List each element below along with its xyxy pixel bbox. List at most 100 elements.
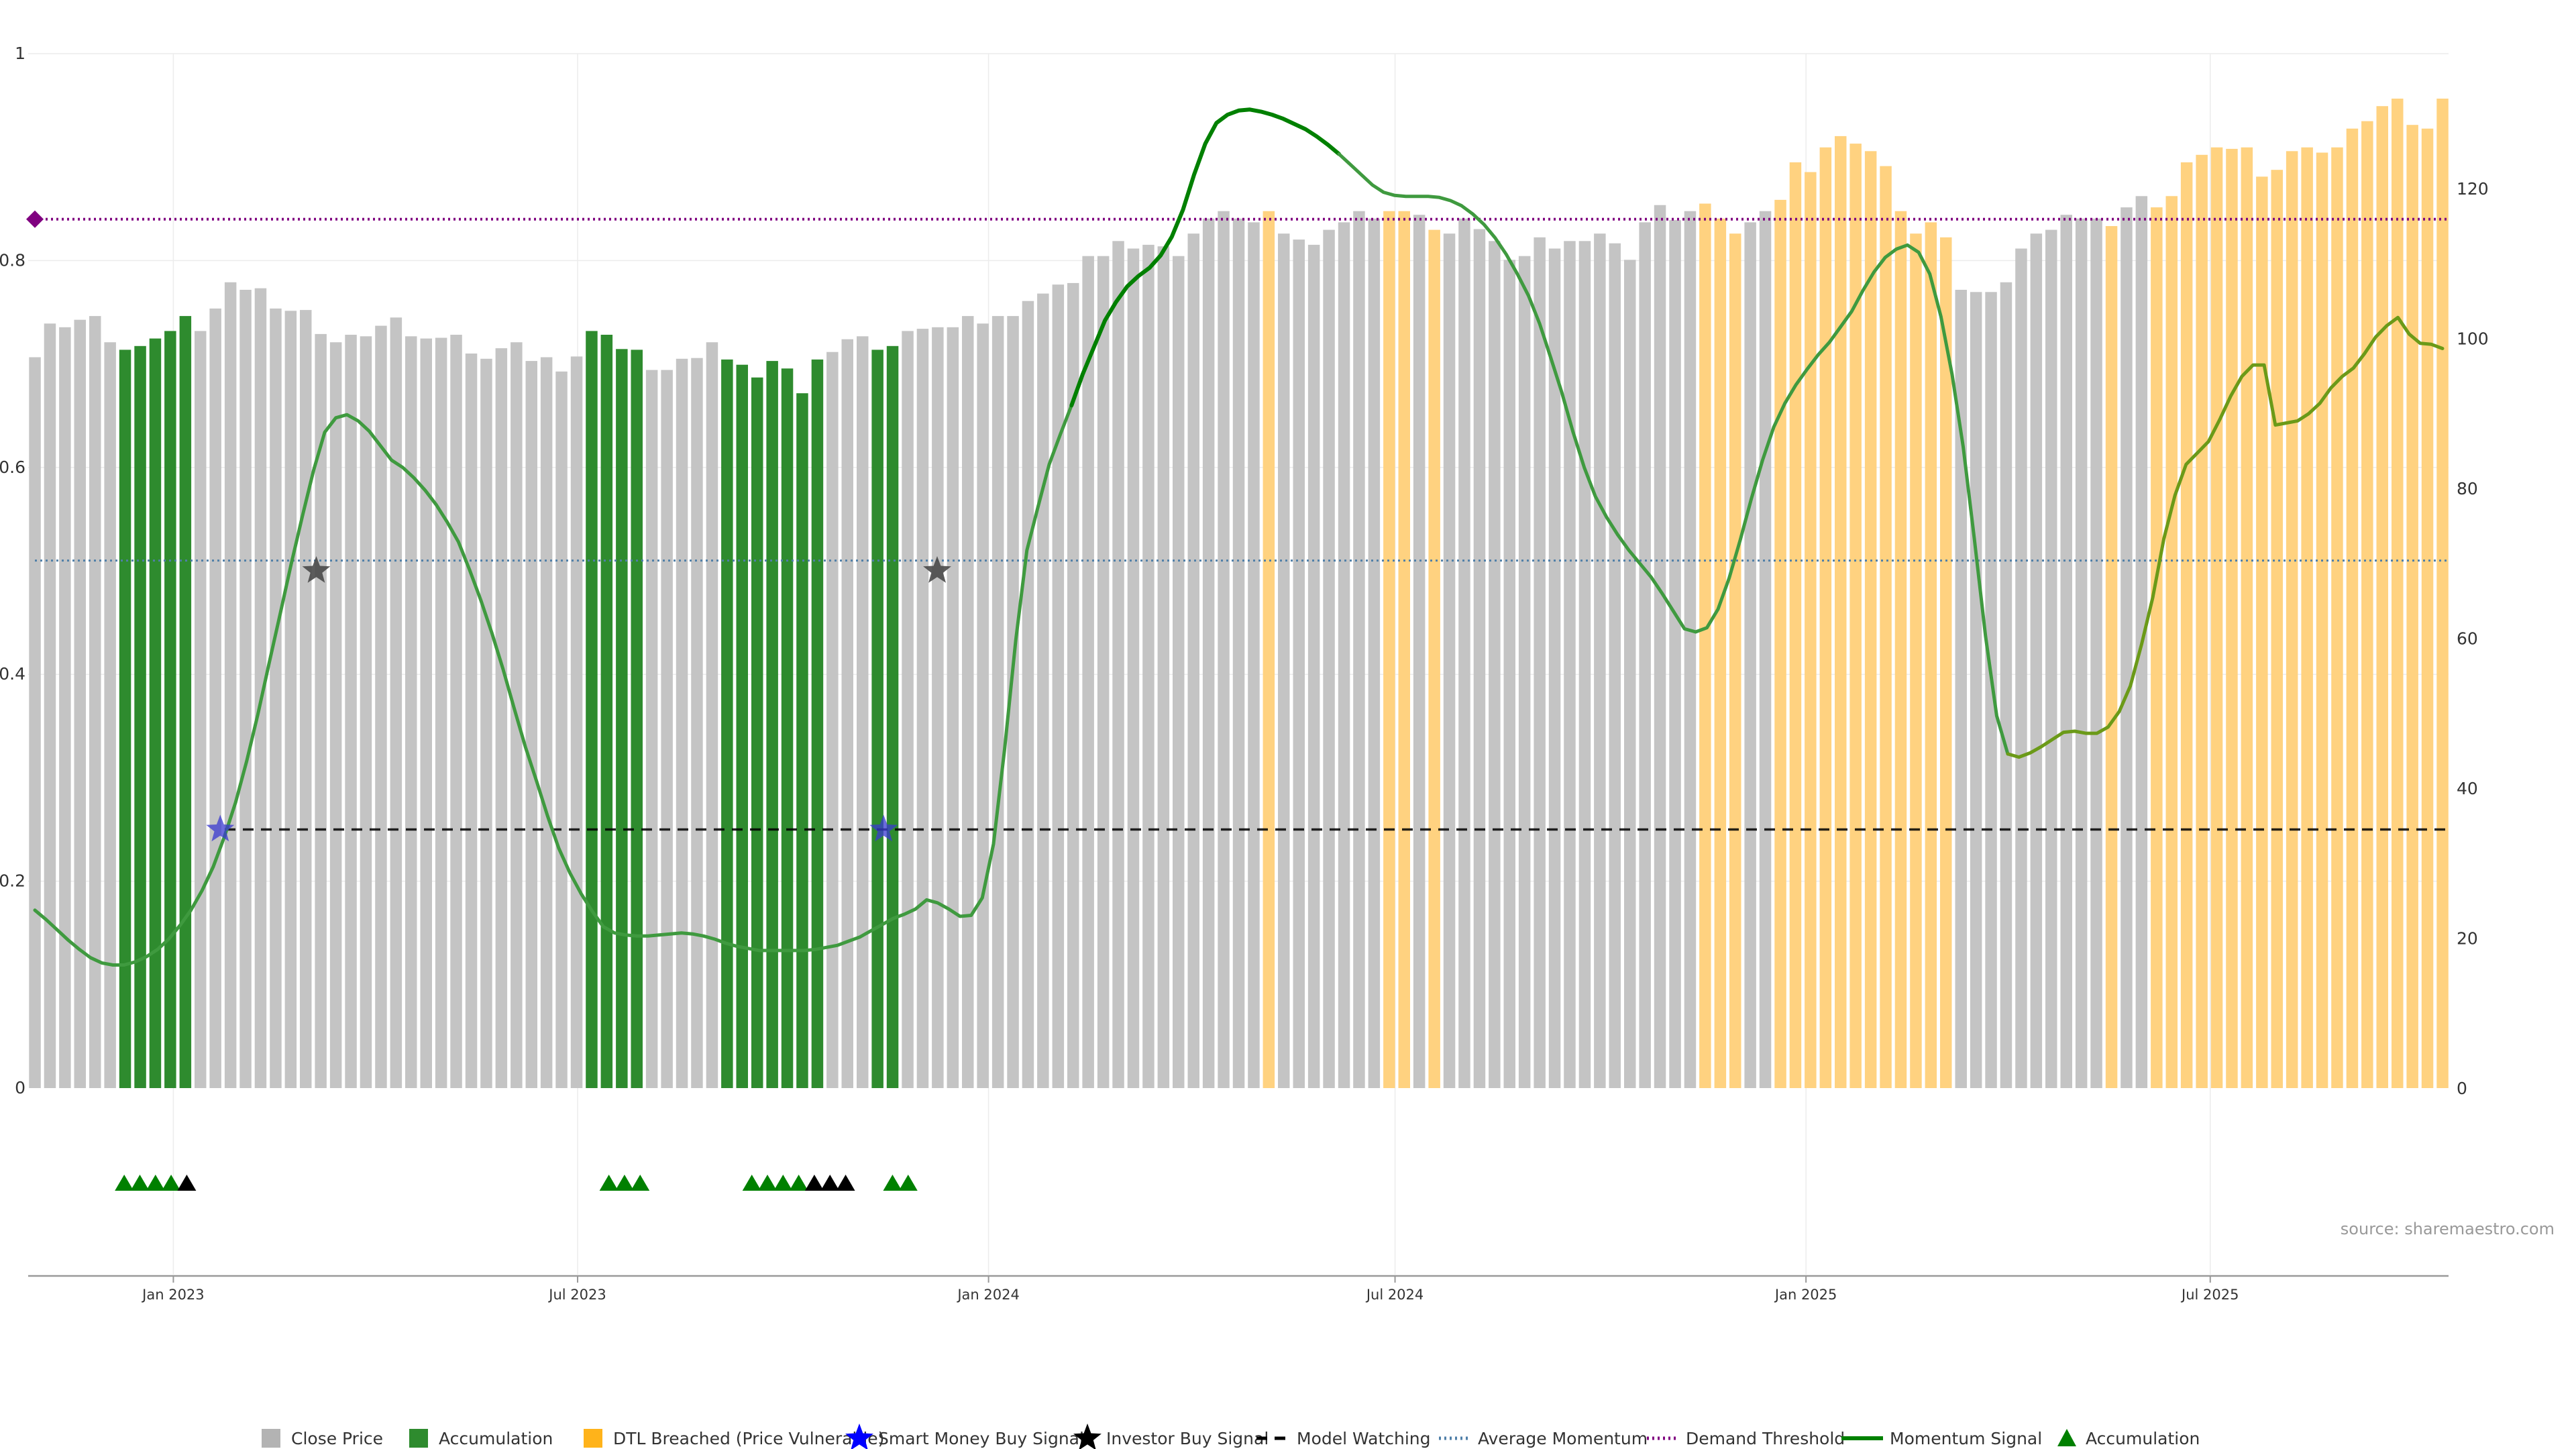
close-bar-89	[1368, 218, 1381, 1088]
close-bar-146	[2226, 148, 2238, 1088]
close-bar-155	[2361, 121, 2373, 1089]
close-bar-54	[841, 339, 853, 1089]
close-bar-113	[1729, 233, 1741, 1089]
close-bar-91	[1398, 211, 1410, 1089]
legend-label-2: DTL Breached (Price Vulnerable)	[613, 1429, 884, 1448]
legend-label-4: Investor Buy Signal	[1106, 1429, 1269, 1448]
left-tick-label-3: 0.6	[0, 458, 25, 477]
close-bar-104	[1594, 233, 1606, 1089]
close-bar-13	[224, 282, 237, 1088]
close-bar-103	[1578, 241, 1591, 1088]
x-tick-label-5: Jul 2025	[2180, 1287, 2239, 1303]
close-bar-127	[1940, 237, 1952, 1088]
close-bar-159	[2421, 128, 2434, 1089]
accumulation-marker-15	[883, 1175, 902, 1191]
close-bar-0	[29, 357, 41, 1088]
close-bar-88	[1353, 211, 1365, 1089]
smart-money-buy-signal-0	[206, 814, 235, 842]
close-bar-128	[1955, 290, 1967, 1088]
accumulation-marker-0	[115, 1175, 134, 1191]
legend-item-9: Accumulation	[2057, 1429, 2200, 1448]
close-bar-50	[781, 368, 794, 1088]
legend-label-1: Accumulation	[439, 1429, 553, 1448]
legend: Close Price Accumulation DTL Breached (Pri…	[262, 1424, 2200, 1449]
close-bar-14	[239, 290, 252, 1088]
close-bar-37	[586, 331, 598, 1088]
legend-swatch-1	[409, 1429, 428, 1448]
close-bar-60	[932, 327, 944, 1088]
close-bar-79	[1218, 211, 1230, 1089]
close-bar-3	[74, 319, 86, 1089]
close-bar-5	[104, 342, 116, 1089]
close-bar-1	[44, 323, 56, 1088]
left-tick-label-1: 0.2	[0, 871, 25, 891]
close-bar-106	[1624, 260, 1636, 1088]
close-bar-153	[2331, 147, 2343, 1089]
close-bar-108	[1654, 205, 1666, 1089]
right-tick-label-0: 0	[2457, 1079, 2467, 1098]
close-bar-117	[1789, 162, 1802, 1088]
close-bar-22	[360, 336, 372, 1088]
close-bar-158	[2406, 125, 2418, 1089]
close-bar-129	[1970, 292, 1982, 1088]
close-bar-134	[2045, 229, 2057, 1089]
legend-triangle-9	[2057, 1429, 2076, 1446]
close-bar-122	[1864, 151, 1877, 1088]
close-bar-72	[1112, 241, 1124, 1088]
close-bar-100	[1534, 237, 1546, 1088]
close-bar-70	[1082, 256, 1094, 1089]
close-bar-39	[616, 349, 628, 1088]
close-bar-7	[134, 345, 146, 1088]
close-bar-120	[1835, 136, 1847, 1088]
close-bar-27	[435, 337, 447, 1088]
close-bar-139	[2121, 207, 2133, 1089]
close-bar-53	[826, 352, 839, 1089]
close-bar-145	[2210, 147, 2223, 1089]
right-tick-label-1: 20	[2457, 929, 2478, 949]
close-bar-16	[270, 308, 282, 1088]
legend-item-7: Demand Threshold	[1647, 1429, 1845, 1448]
close-bar-149	[2271, 170, 2283, 1089]
close-bar-49	[766, 361, 778, 1088]
x-tick-label-3: Jul 2024	[1365, 1287, 1424, 1303]
close-bar-143	[2180, 162, 2193, 1088]
legend-label-9: Accumulation	[2086, 1429, 2200, 1448]
close-bar-84	[1293, 239, 1305, 1089]
close-bar-121	[1849, 144, 1862, 1089]
close-bar-132	[2015, 248, 2027, 1088]
close-bar-59	[916, 329, 929, 1089]
legend-label-3: Smart Money Buy Signal	[878, 1429, 1084, 1448]
close-bar-21	[345, 335, 357, 1088]
close-bar-29	[465, 354, 478, 1088]
close-bar-156	[2376, 106, 2388, 1089]
right-tick-label-3: 60	[2457, 629, 2478, 649]
close-bar-76	[1173, 256, 1185, 1089]
close-price-bars	[29, 99, 2449, 1089]
close-bar-73	[1127, 248, 1140, 1088]
momentum-signal	[33, 107, 2445, 967]
accumulation-marker-9	[758, 1175, 777, 1191]
close-bar-23	[375, 325, 387, 1089]
close-bar-119	[1819, 147, 1832, 1089]
close-bar-75	[1157, 246, 1170, 1089]
close-bar-51	[796, 393, 808, 1089]
accumulation-marker-13	[820, 1175, 840, 1191]
close-bar-90	[1383, 211, 1395, 1089]
demand-threshold-marker	[26, 210, 44, 228]
close-bar-105	[1609, 243, 1621, 1089]
close-bar-133	[2030, 233, 2043, 1089]
close-bar-64	[991, 316, 1004, 1089]
accumulation-marker-14	[836, 1175, 855, 1191]
close-bar-94	[1443, 233, 1456, 1089]
close-bar-141	[2151, 207, 2163, 1089]
legend-item-0: Close Price	[262, 1429, 383, 1448]
close-bar-85	[1307, 244, 1320, 1088]
close-bar-34	[540, 357, 553, 1088]
close-bar-114	[1744, 222, 1756, 1088]
close-bar-41	[645, 370, 658, 1088]
close-bar-68	[1052, 284, 1065, 1089]
axes: 0 0.2 0.4 0.6 0.8 1 0 20 40 60 80 100 120 Jan 2023 Jul…	[0, 44, 2489, 1303]
close-bar-25	[405, 336, 417, 1088]
close-bar-35	[555, 371, 568, 1088]
close-bar-95	[1458, 218, 1470, 1088]
